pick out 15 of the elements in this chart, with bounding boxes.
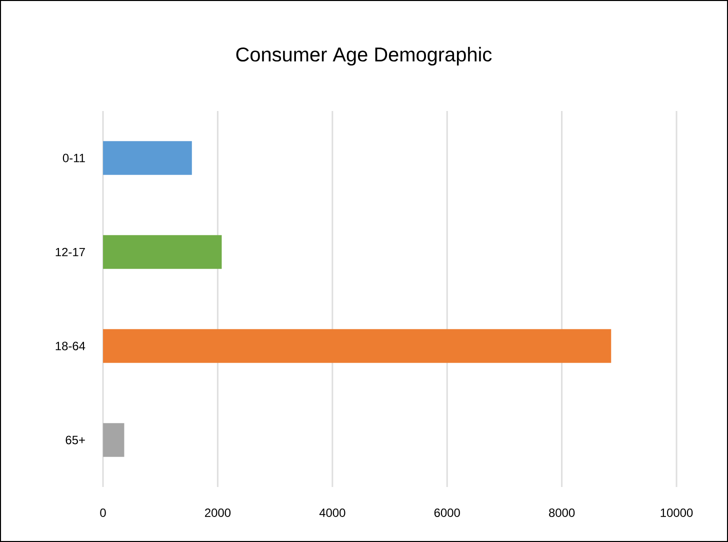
bar bbox=[103, 141, 192, 175]
x-tick-label: 4000 bbox=[319, 508, 346, 517]
y-tick-label: 0-11 bbox=[62, 154, 85, 162]
x-tick-label: 8000 bbox=[549, 508, 575, 517]
x-tick-label: 10000 bbox=[660, 508, 693, 517]
bar bbox=[103, 235, 222, 269]
x-tick-label: 0 bbox=[100, 508, 106, 517]
x-tick-label: 2000 bbox=[205, 508, 231, 517]
y-tick-label: 12-17 bbox=[56, 248, 85, 256]
bar bbox=[103, 329, 612, 363]
y-tick-label: 18-64 bbox=[56, 342, 86, 350]
chart-title: Consumer Age Demographic bbox=[236, 46, 492, 66]
x-tick-label: 6000 bbox=[434, 508, 460, 517]
y-tick-label: 65+ bbox=[66, 436, 85, 444]
bar bbox=[103, 423, 124, 457]
